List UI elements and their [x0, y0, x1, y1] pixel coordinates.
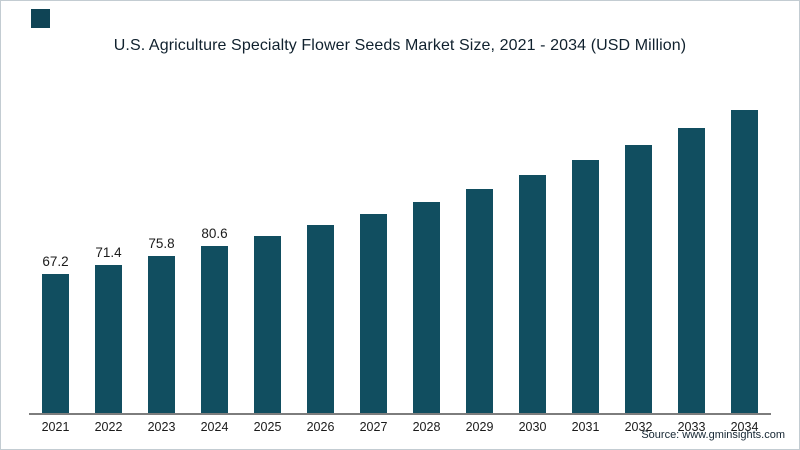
bar	[42, 274, 69, 413]
x-axis-tick-label: 2022	[94, 420, 123, 434]
bar	[625, 145, 652, 413]
x-axis-tick-label: 2030	[518, 420, 547, 434]
bar-column: 75.8	[135, 235, 188, 413]
bar	[201, 246, 228, 413]
bar-column	[612, 124, 665, 413]
bar	[678, 128, 705, 413]
bar	[572, 160, 599, 413]
x-axis-tick-label: 2032	[624, 420, 653, 434]
x-axis-tick-label: 2033	[677, 420, 706, 434]
bar-column	[559, 139, 612, 413]
bar-column: 80.6	[188, 225, 241, 413]
bar-column	[453, 168, 506, 413]
bar-value-label: 67.2	[42, 254, 69, 269]
logo-square	[31, 9, 50, 28]
bar-chart-plot-area: 67.2 71.4 75.8 80.6	[29, 79, 771, 415]
x-axis-tick-label: 2026	[306, 420, 335, 434]
bar-column	[400, 181, 453, 413]
bar-column	[347, 193, 400, 413]
bar	[307, 225, 334, 413]
bar-value-label: 71.4	[95, 245, 122, 260]
bar-column: 67.2	[29, 253, 82, 413]
bars-container: 67.2 71.4 75.8 80.6	[29, 79, 771, 413]
chart-title: U.S. Agriculture Specialty Flower Seeds …	[113, 37, 687, 54]
bar	[413, 202, 440, 413]
bar	[95, 265, 122, 413]
bar	[519, 175, 546, 413]
bar-column	[506, 154, 559, 413]
bar-column	[718, 89, 771, 413]
x-axis-tick-label: 2021	[41, 420, 70, 434]
bar	[254, 236, 281, 413]
bar	[148, 256, 175, 413]
x-axis-tick-label: 2025	[253, 420, 282, 434]
bar-value-label: 75.8	[148, 236, 175, 251]
source-text: Source: www.gminsights.com	[641, 429, 785, 441]
bar-column	[294, 204, 347, 413]
bar	[731, 110, 758, 413]
x-axis-tick-label: 2028	[412, 420, 441, 434]
x-axis-tick-label: 2023	[147, 420, 176, 434]
x-axis-tick-label: 2034	[730, 420, 759, 434]
x-axis-tick-label: 2027	[359, 420, 388, 434]
bar	[466, 189, 493, 413]
bar-column	[665, 107, 718, 413]
bar-value-label: 80.6	[201, 226, 228, 241]
x-axis-labels: 2021 2022 2023 2024 2025 2026 2027 2028 2029 2030…	[29, 420, 771, 434]
x-axis-tick-label: 2031	[571, 420, 600, 434]
bar-column: 71.4	[82, 244, 135, 413]
bar	[360, 214, 387, 413]
x-axis-tick-label: 2024	[200, 420, 229, 434]
bar-column	[241, 215, 294, 413]
x-axis-tick-label: 2029	[465, 420, 494, 434]
